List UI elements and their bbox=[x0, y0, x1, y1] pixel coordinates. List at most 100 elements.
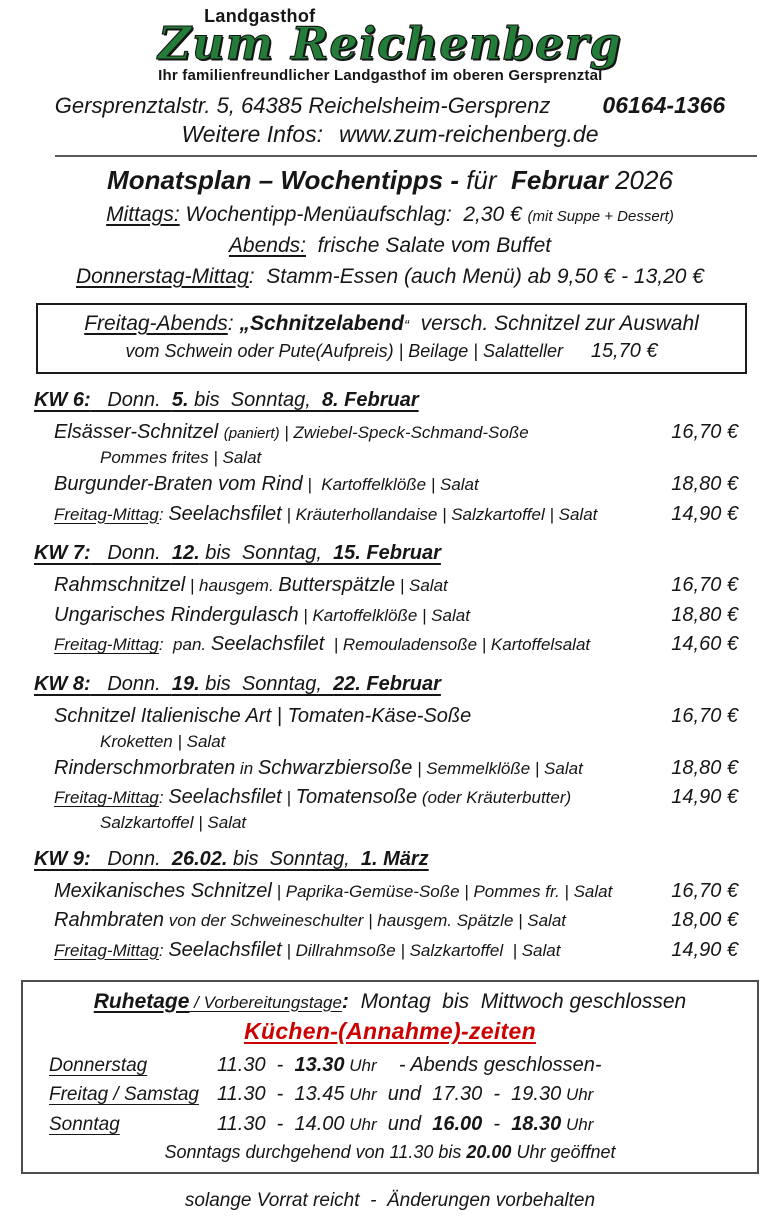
menu-item-row: Rinderschmorbraten in Schwarzbiersoße | … bbox=[34, 756, 738, 782]
text-segment: | Paprika-Gemüse-Soße | Pommes fr. | Sal… bbox=[271, 881, 613, 901]
text-segment: KW 8: bbox=[34, 672, 91, 695]
text-segment: / Vorbereitungstage bbox=[189, 992, 342, 1012]
text-segment: “ bbox=[403, 317, 409, 335]
logo-block: Landgasthof Zum Reichenberg Ihr familien… bbox=[0, 6, 780, 84]
donnerstag-info-line: Donnerstag-Mittag: Stamm-Essen (auch Men… bbox=[0, 265, 780, 289]
menu-item-line2: Salzkartoffel | Salat bbox=[100, 812, 247, 832]
ruhetage-line: Ruhetage / Vorbereitungstage: Montag bis… bbox=[31, 990, 749, 1014]
menu-item-row: Freitag-Mittag: Seelachsfilet | Dillrahm… bbox=[34, 938, 738, 964]
text-segment: bis Sonntag, bbox=[199, 672, 334, 695]
menu-item-row: Mexikanisches Schnitzel | Paprika-Gemüse… bbox=[34, 879, 738, 905]
page-title: Monatsplan – Wochentipps - für Februar 2… bbox=[0, 165, 780, 196]
menu-item-text: Rinderschmorbraten in Schwarzbiersoße | … bbox=[54, 756, 658, 782]
text-segment: | Remouladensoße | Kartoffelsalat bbox=[324, 635, 591, 655]
menu-item-price: 16,70 € bbox=[671, 704, 738, 727]
text-segment: | Kräuterhollandaise | Salzkartoffel | S… bbox=[281, 504, 598, 524]
hours-times: 11.30 - 13.30 Uhr - Abends geschlossen- bbox=[217, 1052, 749, 1078]
text-segment: bis Sonntag, bbox=[199, 542, 334, 565]
text-segment: 16.00 bbox=[432, 1112, 483, 1135]
hours-rows: Donnerstag 11.30 - 13.30 Uhr - Abends ges… bbox=[31, 1052, 749, 1138]
sunday-note: Sonntags durchgehend von 11.30 bis 20.00… bbox=[31, 1142, 749, 1163]
menu-item-text: Rahmschnitzel | hausgem. Butterspätzle |… bbox=[54, 573, 658, 599]
menu-item-text: Freitag-Mittag: Seelachsfilet | Dillrahm… bbox=[54, 938, 658, 964]
text-segment: Donn. bbox=[90, 389, 172, 412]
text-segment: Freitag-Mittag bbox=[54, 635, 159, 655]
menu-item-price: 18,80 € bbox=[671, 472, 738, 495]
week-heading: KW 7: Donn. 12. bis Sonntag, 15. Februar bbox=[34, 542, 738, 565]
text-segment: Montag bis Mittwoch geschlossen bbox=[348, 989, 687, 1013]
text-segment: 22. Februar bbox=[333, 672, 441, 695]
text-segment: Seelachsfilet bbox=[168, 786, 282, 809]
text-segment: „Schnitzelabend bbox=[239, 312, 404, 336]
text-segment: | Semmelklöße | Salat bbox=[412, 758, 583, 778]
text-segment: Uhr bbox=[561, 1114, 594, 1134]
text-segment: Burgunder-Braten vom Rind bbox=[54, 472, 303, 495]
text-segment: Uhr bbox=[561, 1085, 594, 1105]
menu-item-price: 16,70 € bbox=[671, 879, 738, 902]
address-row: Gersprenztalstr. 5, 64385 Reichelsheim-G… bbox=[0, 92, 780, 119]
hours-row: Freitag / Samstag 11.30 - 13.45 Uhr und 1… bbox=[49, 1081, 749, 1108]
text-segment: Seelachsfilet bbox=[168, 502, 282, 525]
text-segment: Uhr bbox=[344, 1114, 377, 1134]
text-segment: KW 6: bbox=[34, 389, 91, 412]
menu-item-text: Freitag-Mittag: Seelachsfilet | Kräuterh… bbox=[54, 502, 658, 528]
text-segment: Butterspätzle bbox=[278, 574, 396, 597]
text-segment: Freitag-Mittag bbox=[54, 504, 159, 524]
hours-day-label: Sonntag bbox=[49, 1113, 120, 1135]
menu-item-row: Ungarisches Rindergulasch | Kartoffelklö… bbox=[34, 603, 738, 629]
text-segment: Ruhetage bbox=[93, 989, 190, 1013]
week-heading: KW 9: Donn. 26.02. bis Sonntag, 1. März bbox=[34, 848, 738, 871]
menu-item-row: Burgunder-Braten vom Rind | Kartoffelklö… bbox=[34, 472, 738, 498]
text-segment: 5. bbox=[171, 389, 189, 412]
text-segment: Monatsplan – Wochentipps - bbox=[107, 165, 467, 196]
website-url: www.zum-reichenberg.de bbox=[338, 121, 599, 148]
text-segment: Seelachsfilet bbox=[210, 633, 325, 656]
website-row: Weitere Infos: www.zum-reichenberg.de bbox=[0, 121, 780, 148]
week-section: KW 7: Donn. 12. bis Sonntag, 15. Februar… bbox=[34, 542, 738, 658]
opening-hours-box: Ruhetage / Vorbereitungstage: Montag bis… bbox=[21, 979, 759, 1174]
hours-times: 11.30 - 13.45 Uhr und 17.30 - 19.30 Uhr bbox=[217, 1081, 749, 1107]
menu-item-text: Freitag-Mittag: pan. Seelachsfilet | Rem… bbox=[54, 632, 658, 658]
text-segment: Freitag-Abends bbox=[84, 312, 228, 336]
week-section: KW 9: Donn. 26.02. bis Sonntag, 1. März M… bbox=[34, 848, 738, 964]
text-segment: | Zwiebel-Speck-Schmand-Soße bbox=[279, 423, 529, 443]
text-segment: | Dillrahmsoße | Salzkartoffel | Salat bbox=[281, 940, 561, 960]
text-segment: Wochentipp-Menüaufschlag: 2,30 € bbox=[179, 203, 528, 227]
street-address: Gersprenztalstr. 5, 64385 Reichelsheim-G… bbox=[54, 93, 551, 119]
text-segment: | hausgem. bbox=[185, 576, 279, 596]
hours-row: Sonntag 11.30 - 14.00 Uhr und 16.00 - 18.… bbox=[49, 1111, 749, 1138]
menu-item-price: 14,90 € bbox=[671, 786, 738, 809]
menu-item-text: Burgunder-Braten vom Rind | Kartoffelklö… bbox=[54, 472, 658, 498]
menu-item-row: Schnitzel Italienische Art | Tomaten-Käs… bbox=[34, 704, 738, 730]
logo-landgasthof-text: Landgasthof bbox=[204, 6, 316, 26]
text-segment: Sonntags durchgehend von 11.30 bis bbox=[164, 1141, 467, 1162]
text-segment: - Abends geschlossen- bbox=[376, 1053, 602, 1076]
schnitzelabend-line1: Freitag-Abends: „Schnitzelabend“ versch.… bbox=[44, 312, 739, 336]
text-segment: Seelachsfilet bbox=[168, 938, 282, 961]
text-segment: 15,70 € bbox=[563, 340, 658, 363]
text-segment: 8. Februar bbox=[321, 389, 419, 412]
text-segment: 26.02. bbox=[171, 847, 228, 870]
logo-tagline: Ihr familienfreundlicher Landgasthof im … bbox=[158, 67, 603, 85]
text-segment: Donn. bbox=[90, 542, 172, 565]
text-segment: Donnerstag-Mittag bbox=[76, 265, 249, 289]
menu-item-text: Elsässer-Schnitzel (paniert) | Zwiebel-S… bbox=[54, 420, 658, 446]
text-segment: Schwarzbiersoße bbox=[257, 756, 413, 779]
phone-number: 06164-1366 bbox=[602, 92, 726, 119]
text-segment: Rahmschnitzel bbox=[54, 574, 186, 597]
menu-item-price: 16,70 € bbox=[671, 574, 738, 597]
text-segment: bis Sonntag, bbox=[188, 389, 322, 412]
text-segment: KW 7: bbox=[34, 542, 91, 565]
text-segment: 13.30 bbox=[294, 1053, 345, 1076]
text-segment: Elsässer-Schnitzel bbox=[54, 421, 224, 444]
text-segment: Ungarisches Rindergulasch bbox=[54, 603, 299, 626]
text-segment: Rahmbraten bbox=[54, 909, 165, 932]
text-segment: 11.30 - bbox=[217, 1053, 295, 1076]
text-segment: - bbox=[482, 1112, 512, 1135]
weekly-menu-sections: KW 6: Donn. 5. bis Sonntag, 8. Februar El… bbox=[34, 389, 738, 963]
text-segment: 11.30 - 14.00 bbox=[217, 1112, 345, 1135]
text-segment: (mit Suppe + Dessert) bbox=[527, 208, 674, 226]
text-segment: und bbox=[376, 1112, 433, 1135]
text-segment: bis Sonntag, bbox=[227, 847, 361, 870]
